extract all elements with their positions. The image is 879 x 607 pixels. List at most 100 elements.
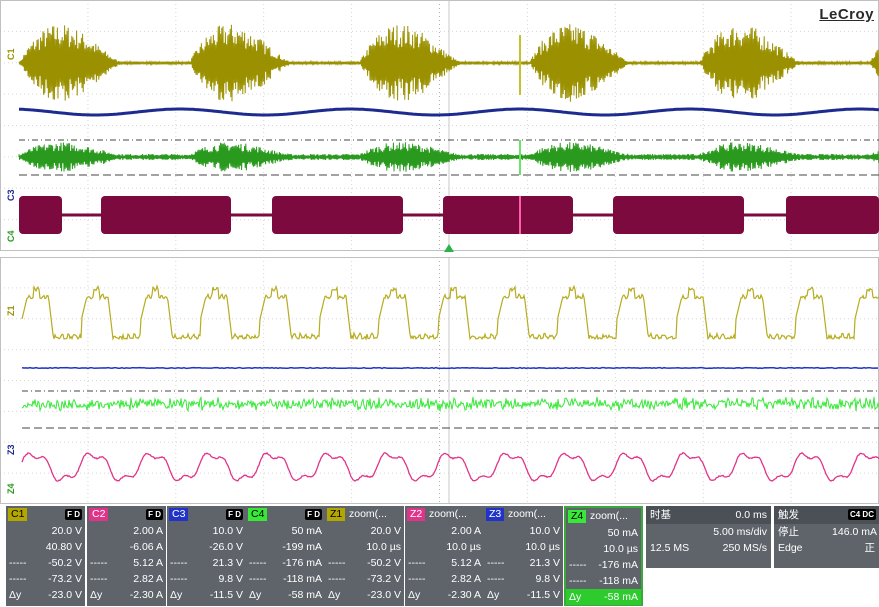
zoom-z3-marker[interactable]: Z3 [6, 444, 16, 455]
row-label: ----- [408, 573, 426, 585]
row-value: 10.0 µs [603, 543, 638, 555]
channel-c1-marker[interactable]: C1 [6, 48, 16, 60]
channel-value-row: ----- -176 mA [566, 557, 641, 573]
channel-value-row: 10.0 µs [484, 539, 563, 555]
row-value: 10.0 V [212, 525, 243, 537]
channel-value-row: ----- 9.8 V [167, 571, 246, 587]
channel-card-header: Z4 zoom(... [566, 508, 641, 525]
z1-zoom-trace [21, 284, 879, 341]
channel-c3-marker[interactable]: C3 [6, 189, 16, 201]
trigger-level: 146.0 mA [832, 526, 877, 538]
trigger-slope: 正 [864, 542, 876, 554]
row-value: -199 mA [282, 541, 322, 553]
filter-icon: F D [226, 509, 243, 520]
row-value: -73.2 V [367, 573, 401, 585]
row-value: -2.30 A [129, 589, 163, 601]
row-label: Δy [408, 589, 421, 601]
channel-card-header: C2 F D [87, 506, 166, 523]
trigger-mode: 停止 [778, 526, 799, 538]
channel-tag: Z1 [327, 508, 346, 521]
triangle-up-icon[interactable] [444, 244, 454, 252]
channel-value-row: ----- -50.2 V [325, 555, 404, 571]
channel-value-row: ----- -50.2 V [6, 555, 85, 571]
channel-value-row: Δy -11.5 V [167, 587, 246, 603]
row-value: 5.12 A [133, 557, 163, 569]
channel-tag: C3 [169, 508, 189, 521]
channel-tag: Z4 [568, 510, 587, 523]
row-value: -176 mA [598, 559, 638, 571]
channel-value-row: Δy -58 mA [566, 589, 641, 605]
row-label: ----- [487, 573, 505, 585]
overview-waveform-grid[interactable] [0, 0, 879, 251]
row-value: -50.2 V [367, 557, 401, 569]
channel-tag: C1 [8, 508, 28, 521]
channel-tag: Z3 [486, 508, 505, 521]
timebase-div: 5.00 ms/div [713, 526, 767, 538]
row-value: 10.0 µs [525, 541, 560, 553]
channel-value-row: -6.06 A [87, 539, 166, 555]
channel-title: zoom(... [349, 508, 387, 520]
row-label: Δy [569, 591, 582, 603]
channel-value-row: ----- -176 mA [246, 555, 325, 571]
z4-zoom-trace [21, 395, 879, 413]
channel-value-row: ----- 21.3 V [484, 555, 563, 571]
timebase-panel[interactable]: 时基 0.0 ms 5.00 ms/div 12.5 MS 250 MS/s [646, 506, 771, 568]
row-value: 21.3 V [212, 557, 243, 569]
row-value: 2.00 A [133, 525, 163, 537]
timebase-offset: 0.0 ms [735, 509, 767, 521]
channel-value-row: ----- 2.82 A [405, 571, 484, 587]
row-value: -2.30 A [447, 589, 481, 601]
row-value: 2.82 A [451, 573, 481, 585]
row-value: -50.2 V [48, 557, 82, 569]
channel-value-row: ----- -118 mA [566, 573, 641, 589]
row-value: -26.0 V [209, 541, 243, 553]
timebase-title: 时基 [650, 509, 671, 521]
channel-value-row: Δy -2.30 A [405, 587, 484, 603]
channel-card-z4[interactable]: Z4 zoom(... 50 mA 10.0 µs ----- -176 mA ----- -… [564, 506, 643, 606]
channel-card-c4[interactable]: C4 F D 50 mA -199 mA ----- -176 mA ----- -118 m… [246, 506, 325, 606]
row-value: 9.8 V [535, 573, 560, 585]
channel-value-row: ----- 5.12 A [87, 555, 166, 571]
zoom-waveform-grid[interactable] [0, 257, 879, 504]
channel-card-z3[interactable]: Z3 zoom(... 10.0 V 10.0 µs ----- 21.3 V ----- 9… [484, 506, 563, 606]
c1-burst-trace [18, 24, 879, 102]
row-label: Δy [249, 589, 262, 601]
channel-title: zoom(... [429, 508, 467, 520]
trigger-source-icon: C4 DC [847, 509, 876, 520]
row-value: 2.82 A [133, 573, 163, 585]
channel-value-row: ----- -73.2 V [6, 571, 85, 587]
channel-value-row: 20.0 V [6, 523, 85, 539]
z3-zoom-trace [21, 451, 879, 483]
zoom-z1-marker[interactable]: Z1 [6, 305, 16, 316]
channel-card-z2[interactable]: Z2 zoom(... 2.00 A 10.0 µs ----- 5.12 A ----- 2… [405, 506, 484, 606]
c4-burst-trace [18, 142, 879, 172]
row-label: ----- [170, 573, 188, 585]
zoom-z4-marker[interactable]: Z4 [6, 483, 16, 494]
channel-tag: Z2 [407, 508, 426, 521]
channel-card-c2[interactable]: C2 F D 2.00 A -6.06 A ----- 5.12 A ----- 2.82 A… [87, 506, 166, 606]
channel-value-row: ----- 2.82 A [87, 571, 166, 587]
row-value: -118 mA [283, 573, 322, 585]
channel-value-row: 20.0 V [325, 523, 404, 539]
channel-value-row: ----- -118 mA [246, 571, 325, 587]
trigger-panel[interactable]: 触发 C4 DC 停止 146.0 mA Edge 正 [774, 506, 879, 568]
channel-title: zoom(... [508, 508, 546, 520]
c2-sine-trace [19, 107, 879, 117]
channel-c4-marker[interactable]: C4 [6, 230, 16, 242]
channel-value-row: 40.80 V [6, 539, 85, 555]
channel-card-header: C1 F D [6, 506, 85, 523]
row-value: -58 mA [604, 591, 638, 603]
row-value: -118 mA [599, 575, 638, 587]
row-value: 40.80 V [45, 541, 82, 553]
channel-value-row: 2.00 A [405, 523, 484, 539]
channel-card-c3[interactable]: C3 F D 10.0 V -26.0 V ----- 21.3 V ----- 9.8 V Δ… [167, 506, 246, 606]
channel-card-header: C4 F D [246, 506, 325, 523]
channel-card-c1[interactable]: C1 F D 20.0 V 40.80 V ----- -50.2 V ----- -73.2… [6, 506, 85, 606]
channel-value-row: 2.00 A [87, 523, 166, 539]
row-value: 20.0 V [51, 525, 82, 537]
trigger-header: 触发 C4 DC [774, 506, 879, 524]
row-value: 50 mA [607, 527, 638, 539]
row-value: -58 mA [288, 589, 322, 601]
row-label: ----- [90, 557, 108, 569]
channel-card-z1[interactable]: Z1 zoom(... 20.0 V 10.0 µs ----- -50.2 V -----… [325, 506, 404, 606]
